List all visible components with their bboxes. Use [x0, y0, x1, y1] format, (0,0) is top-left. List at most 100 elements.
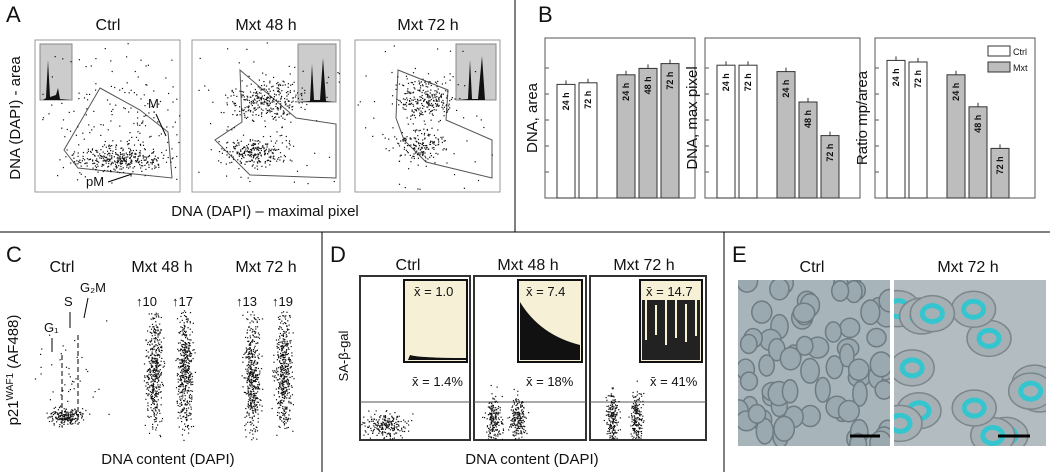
dot [252, 434, 253, 435]
dot [155, 351, 156, 352]
dot [247, 422, 248, 423]
dot [427, 135, 428, 136]
dot [290, 73, 291, 74]
dot [204, 85, 205, 86]
dot [282, 413, 283, 414]
dot [290, 85, 291, 86]
dot [261, 89, 262, 90]
dot [234, 103, 235, 104]
dot [241, 141, 242, 142]
dot [252, 331, 253, 332]
dot [395, 422, 396, 423]
dot [636, 404, 637, 405]
dot [183, 364, 184, 365]
dot [186, 419, 187, 420]
dot [382, 424, 383, 425]
dot [146, 159, 147, 160]
dot [382, 134, 383, 135]
cell [737, 270, 758, 292]
dot [75, 421, 76, 422]
dot [419, 154, 420, 155]
dot [256, 439, 257, 440]
dot [192, 391, 193, 392]
dot [152, 427, 153, 428]
dot [119, 90, 120, 91]
dot [156, 391, 157, 392]
dot [286, 99, 287, 100]
dot [445, 90, 446, 91]
dot [434, 109, 435, 110]
dot [158, 380, 159, 381]
dot [639, 398, 640, 399]
dot [610, 407, 611, 408]
dot [290, 160, 291, 161]
dot [128, 168, 129, 169]
dot [126, 159, 127, 160]
dot [380, 425, 381, 426]
dot [189, 342, 190, 343]
dot [282, 142, 283, 143]
dot [155, 333, 156, 334]
dot [612, 404, 613, 405]
dot [639, 427, 640, 428]
dot [281, 380, 282, 381]
dot [70, 131, 71, 132]
dot [635, 396, 636, 397]
dot [69, 420, 70, 421]
dot [417, 102, 418, 103]
dot [69, 418, 70, 419]
dot [172, 157, 173, 158]
dot [444, 111, 445, 112]
dot [609, 439, 610, 440]
dot [254, 318, 255, 319]
dot [290, 144, 291, 145]
dot [280, 403, 281, 404]
arrow-note: ↑19 [272, 294, 293, 309]
dot [255, 370, 256, 371]
dot [71, 416, 72, 417]
dot [54, 408, 55, 409]
dot [150, 369, 151, 370]
dot [475, 71, 476, 72]
dot [511, 409, 512, 410]
dot [164, 363, 165, 364]
dot [72, 414, 73, 415]
dot [454, 153, 455, 154]
dot [158, 343, 159, 344]
dot [425, 145, 426, 146]
dot [620, 429, 621, 430]
dot [186, 370, 187, 371]
dot [180, 418, 181, 419]
dot [432, 95, 433, 96]
dot [72, 410, 73, 411]
dot [154, 421, 155, 422]
dot [149, 344, 150, 345]
dot [245, 408, 246, 409]
dot [41, 367, 42, 368]
dot [176, 179, 177, 180]
dot [394, 423, 395, 424]
dot [152, 400, 153, 401]
dot [181, 365, 182, 366]
dot [248, 327, 249, 328]
dot [240, 149, 241, 150]
dot [286, 376, 287, 377]
dot [248, 367, 249, 368]
bar-label: 72 h [743, 73, 753, 91]
dot [277, 159, 278, 160]
dot [249, 358, 250, 359]
dot [289, 143, 290, 144]
dot [278, 388, 279, 389]
dot [242, 155, 243, 156]
dot [184, 315, 185, 316]
dot [152, 352, 153, 353]
dot [87, 371, 88, 372]
dot [103, 158, 104, 159]
dot [273, 90, 274, 91]
dot [413, 106, 414, 107]
dot [517, 418, 518, 419]
dot [186, 360, 187, 361]
dot [491, 413, 492, 414]
dot [210, 123, 211, 124]
dot [76, 160, 77, 161]
